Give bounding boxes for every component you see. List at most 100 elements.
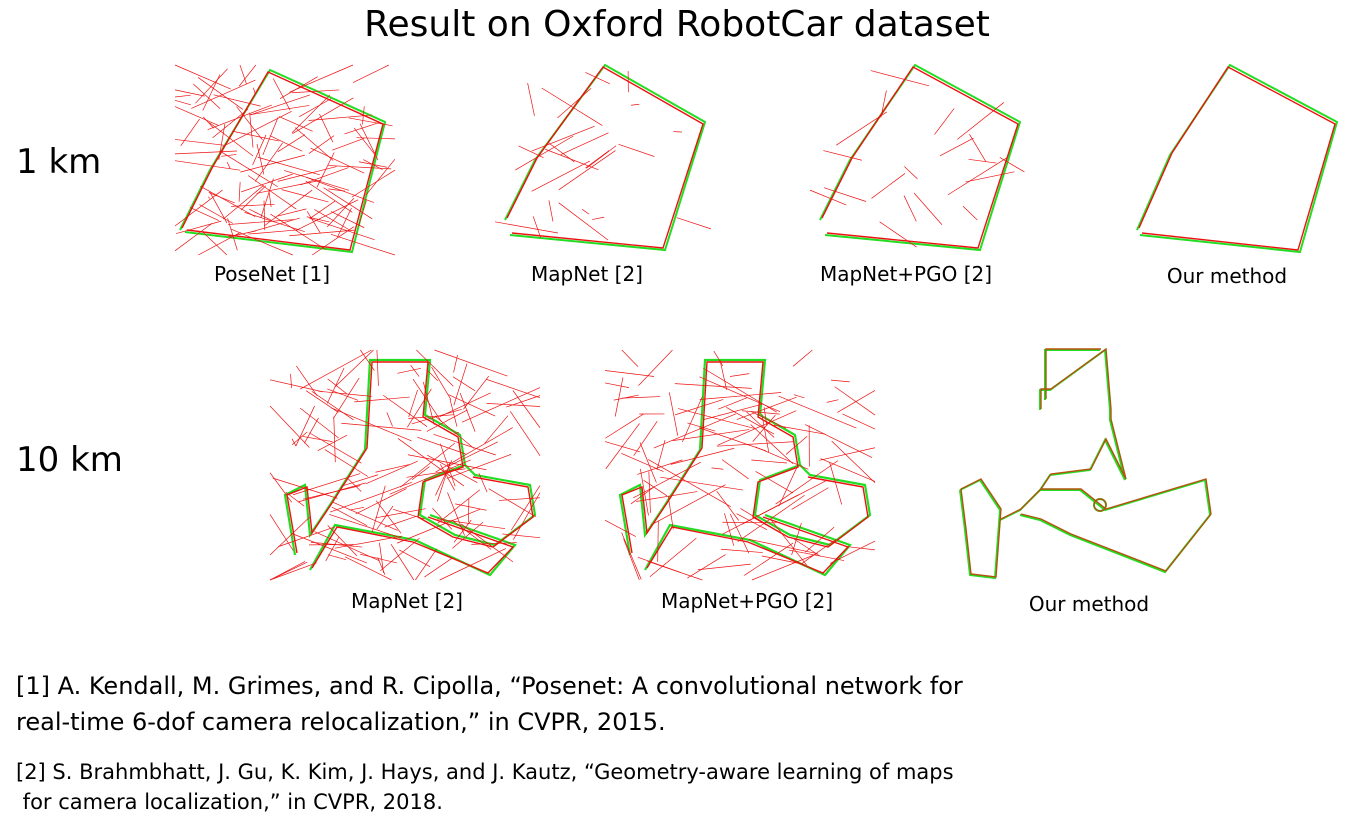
prediction-outlier-stroke (558, 150, 616, 191)
prediction-outlier-stroke (299, 98, 332, 117)
prediction-outlier-stroke (463, 375, 490, 410)
prediction-outlier-stroke (621, 349, 639, 367)
prediction-outlier-stroke (431, 366, 452, 400)
prediction-outlier-stroke (778, 395, 857, 429)
prediction-outlier-stroke (638, 349, 673, 386)
prediction-outlier-stroke (326, 367, 345, 404)
prediction-outlier-stroke (719, 360, 728, 390)
prediction-outlier-stroke (674, 399, 724, 416)
prediction-outlier-stroke (198, 231, 241, 256)
prediction-outlier-stroke (687, 554, 726, 579)
prediction-outlier-stroke (208, 192, 235, 204)
prediction-outlier-stroke (300, 167, 349, 186)
trajectory-plot-ours-10km (959, 347, 1212, 580)
prediction-outlier-stroke (947, 157, 1008, 196)
prediction-outlier-stroke (557, 88, 592, 119)
prediction-outlier-stroke (269, 135, 303, 152)
prediction-outlier-stroke (836, 111, 887, 146)
prediction-outlier-stroke (751, 459, 787, 464)
prediction-outlier-stroke (515, 135, 574, 171)
prediction-outlier-stroke (238, 181, 241, 202)
prediction-outlier-stroke (717, 410, 797, 446)
prediction-outlier-stroke (740, 508, 785, 536)
prediction-outlier-stroke (805, 526, 835, 553)
prediction-outlier-stroke (174, 150, 238, 155)
prediction-outlier-stroke (174, 89, 205, 97)
prediction-outlier-stroke (724, 513, 735, 546)
prediction-outlier-stroke (729, 373, 750, 377)
prediction-outlier-stroke (202, 116, 214, 129)
prediction-outlier-stroke (305, 390, 339, 413)
prediction-outlier-stroke (375, 508, 426, 519)
prediction-outlier-stroke (253, 87, 256, 94)
prediction-outlier-stroke (834, 386, 876, 416)
prediction-outlier-stroke (256, 179, 322, 194)
prediction-outlier-stroke (195, 68, 228, 104)
prediction-outlier-stroke (247, 175, 297, 210)
prediction-outlier-stroke (341, 422, 422, 431)
prediction-outlier-stroke (412, 378, 442, 423)
prediction-outlier-stroke (390, 543, 415, 581)
prediction-outlier-stroke (327, 388, 359, 401)
prediction-outlier-stroke (263, 200, 266, 230)
prediction-outlier-stroke (293, 473, 361, 496)
prediction-outlier-stroke (560, 132, 609, 156)
prediction-outlier-stroke (289, 64, 354, 93)
prediction-outlier-stroke (332, 501, 398, 531)
caption-mapnet-1km: MapNet [2] (530, 262, 643, 286)
prediction-outlier-stroke (478, 473, 488, 493)
prediction-outlier-stroke (962, 205, 978, 221)
prediction-outlier-stroke (349, 506, 365, 511)
prediction-outlier-stroke (222, 185, 264, 220)
prediction-outlier-stroke (290, 373, 292, 388)
prediction-outlier-stroke (460, 523, 514, 563)
prediction-outlier-stroke (359, 553, 398, 564)
prediction-outlier-stroke (299, 349, 372, 390)
prediction-outlier-stroke (257, 156, 320, 176)
prediction-outlier-stroke (308, 114, 373, 121)
prediction-outlier-stroke (637, 459, 683, 475)
prediction-outlier-stroke (721, 459, 749, 480)
prediction-outlier-stroke (269, 517, 310, 556)
prediction-outlier-stroke (193, 83, 221, 110)
trajectory-plot-mapnet-1km (494, 63, 712, 252)
prediction-outlier-stroke (333, 377, 360, 419)
prediction-outlier-stroke (354, 396, 410, 403)
prediction-outlier-stroke (305, 176, 375, 203)
prediction-outlier-stroke (755, 471, 793, 494)
prediction-outlier-stroke (621, 453, 664, 472)
prediction-outlier-stroke (541, 87, 603, 126)
prediction-outlier-stroke (330, 233, 396, 256)
prediction-outlier-stroke (454, 431, 460, 434)
prediction-outlier-stroke (648, 471, 651, 513)
prediction-outlier-stroke (447, 492, 465, 536)
prediction-outlier-stroke (306, 216, 330, 223)
prediction-outlier-stroke (329, 514, 402, 539)
prediction-outlier-stroke (270, 213, 326, 250)
prediction-outlier-stroke (384, 515, 417, 528)
prediction-outlier-stroke (509, 411, 541, 456)
prediction-outlier-stroke (687, 422, 716, 432)
prediction-outlier-stroke (218, 123, 226, 160)
prediction-outlier-stroke (327, 165, 392, 170)
prediction-outlier-stroke (439, 392, 491, 418)
trajectory-plot-mapnet-pgo-10km (604, 349, 876, 581)
prediction-outlier-stroke (260, 178, 274, 218)
prediction-outlier-stroke (291, 533, 367, 564)
trajectory-plot-ours-1km (1136, 63, 1339, 254)
prediction-outlier-stroke (174, 223, 213, 252)
prediction-outlier-stroke (446, 454, 512, 479)
prediction-outlier-stroke (545, 148, 599, 171)
prediction-outlier-stroke (249, 105, 310, 116)
trajectory-plot-mapnet-10km (269, 349, 541, 581)
prediction-outlier-stroke (439, 443, 456, 487)
prediction-outlier-stroke (770, 519, 807, 566)
prediction-outlier-stroke (176, 220, 222, 234)
prediction-outlier-stroke (871, 173, 906, 199)
prediction-outlier-stroke (358, 161, 388, 168)
prediction-outlier-stroke (532, 216, 542, 238)
prediction-outlier-stroke (518, 145, 544, 159)
prediction-outlier-stroke (236, 106, 263, 141)
prediction-outlier-stroke (668, 392, 679, 436)
prediction-outlier-stroke (903, 195, 917, 222)
